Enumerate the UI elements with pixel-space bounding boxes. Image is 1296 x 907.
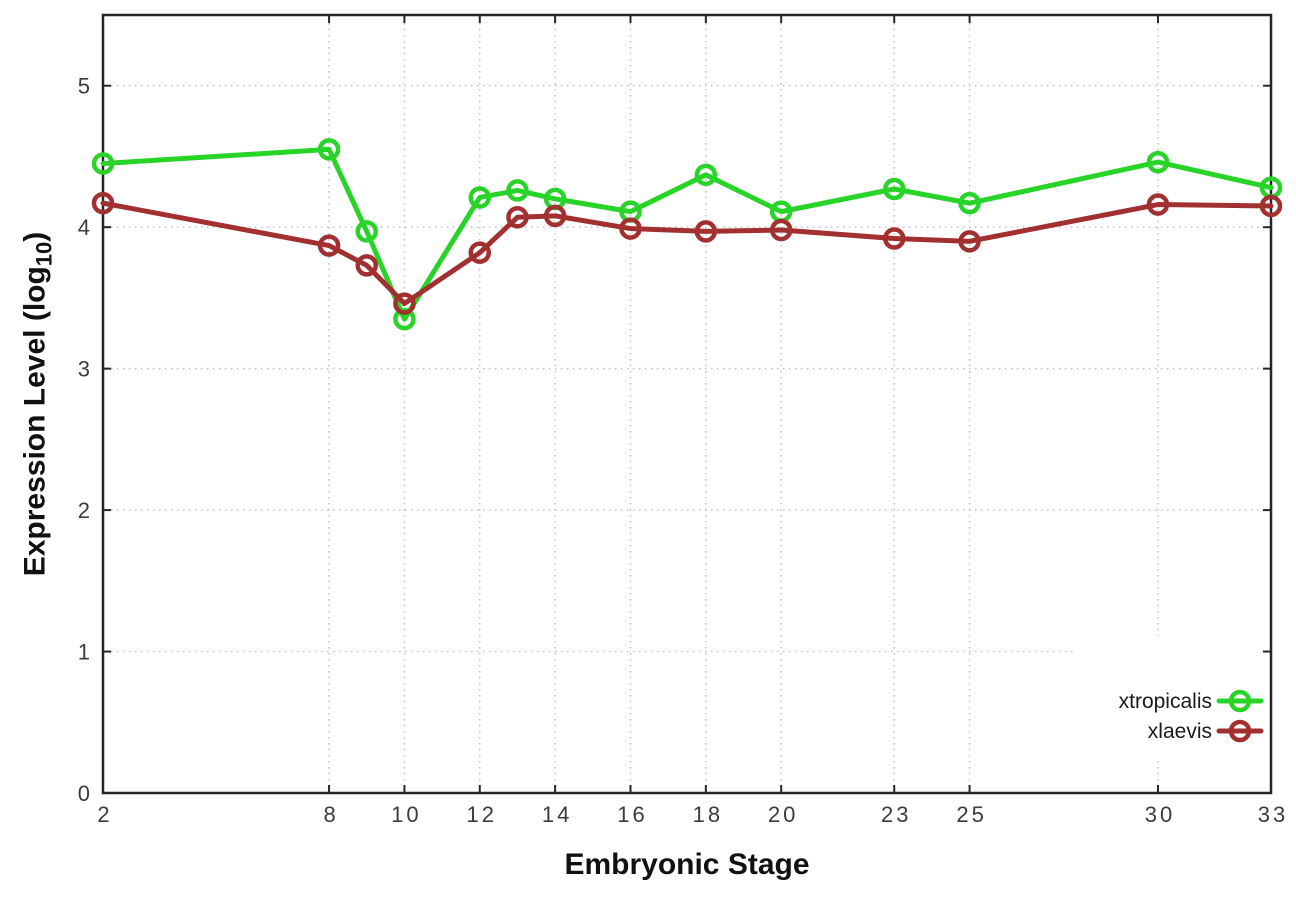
- data-point-xtropicalis: [1146, 150, 1170, 174]
- series-line-xtropicalis: [100, 146, 1274, 322]
- y-axis-title-text: Expression Level (log: [18, 266, 52, 577]
- y-axis-title-subscript: 10: [31, 241, 57, 267]
- data-point-xtropicalis: [506, 179, 529, 202]
- x-tick-label: 25: [956, 802, 986, 827]
- data-point-xtropicalis: [393, 307, 416, 331]
- data-point-xlaevis: [543, 204, 567, 228]
- x-tick-label: 20: [768, 802, 798, 827]
- data-point-xlaevis: [317, 234, 341, 257]
- data-point-xtropicalis: [317, 138, 341, 161]
- plot-border: [101, 13, 1273, 795]
- data-point-xlaevis: [958, 230, 981, 253]
- data-point-xtropicalis: [468, 186, 492, 209]
- x-axis-title: Embryonic Stage: [564, 848, 810, 881]
- x-tick-label: 8: [323, 802, 338, 827]
- y-tick-label: 0: [78, 781, 90, 806]
- data-point-xlaevis: [694, 220, 718, 243]
- x-tick-label: 33: [1258, 802, 1288, 827]
- data-point-xlaevis: [506, 206, 529, 229]
- data-point-xtropicalis: [355, 220, 378, 243]
- data-point-xlaevis: [619, 217, 642, 240]
- legend-label-xlaevis: xlaevis: [1148, 720, 1212, 743]
- y-tick-label: 1: [78, 640, 90, 665]
- x-tick-label: 23: [881, 802, 911, 827]
- y-tick-label: 4: [78, 215, 90, 240]
- data-point-xtropicalis: [91, 152, 115, 175]
- data-point-xlaevis: [882, 227, 906, 250]
- data-point-xtropicalis: [882, 177, 906, 201]
- x-tick-label: 2: [97, 802, 112, 827]
- data-point-xlaevis: [769, 218, 793, 242]
- legend-sample-marker-xtropicalis: [1228, 689, 1252, 713]
- x-tick-label: 18: [693, 802, 723, 827]
- x-tick-label: 30: [1145, 802, 1175, 827]
- y-tick-label: 3: [78, 357, 90, 382]
- data-point-xlaevis: [355, 254, 378, 277]
- legend-label-xtropicalis: xtropicalis: [1119, 690, 1212, 713]
- data-point-xtropicalis: [958, 191, 981, 215]
- y-axis-title-suffix: ): [18, 231, 52, 242]
- legend-sample-marker-xlaevis: [1228, 719, 1252, 743]
- data-point-xlaevis: [1146, 193, 1170, 216]
- series-line-xlaevis: [100, 200, 1274, 307]
- data-point-xlaevis: [1259, 194, 1283, 218]
- y-tick-label: 2: [78, 498, 90, 523]
- data-point-xlaevis: [91, 191, 115, 215]
- x-tick-label: 14: [542, 802, 572, 827]
- x-tick-label: 10: [391, 802, 421, 827]
- data-point-xtropicalis: [694, 163, 718, 187]
- data-point-xlaevis: [393, 292, 416, 315]
- y-axis-title: Expression Level (log10): [19, 232, 58, 577]
- y-tick-label: 5: [78, 74, 90, 99]
- data-point-xlaevis: [468, 241, 492, 264]
- x-tick-label: 16: [617, 802, 647, 827]
- x-tick-label: 12: [467, 802, 497, 827]
